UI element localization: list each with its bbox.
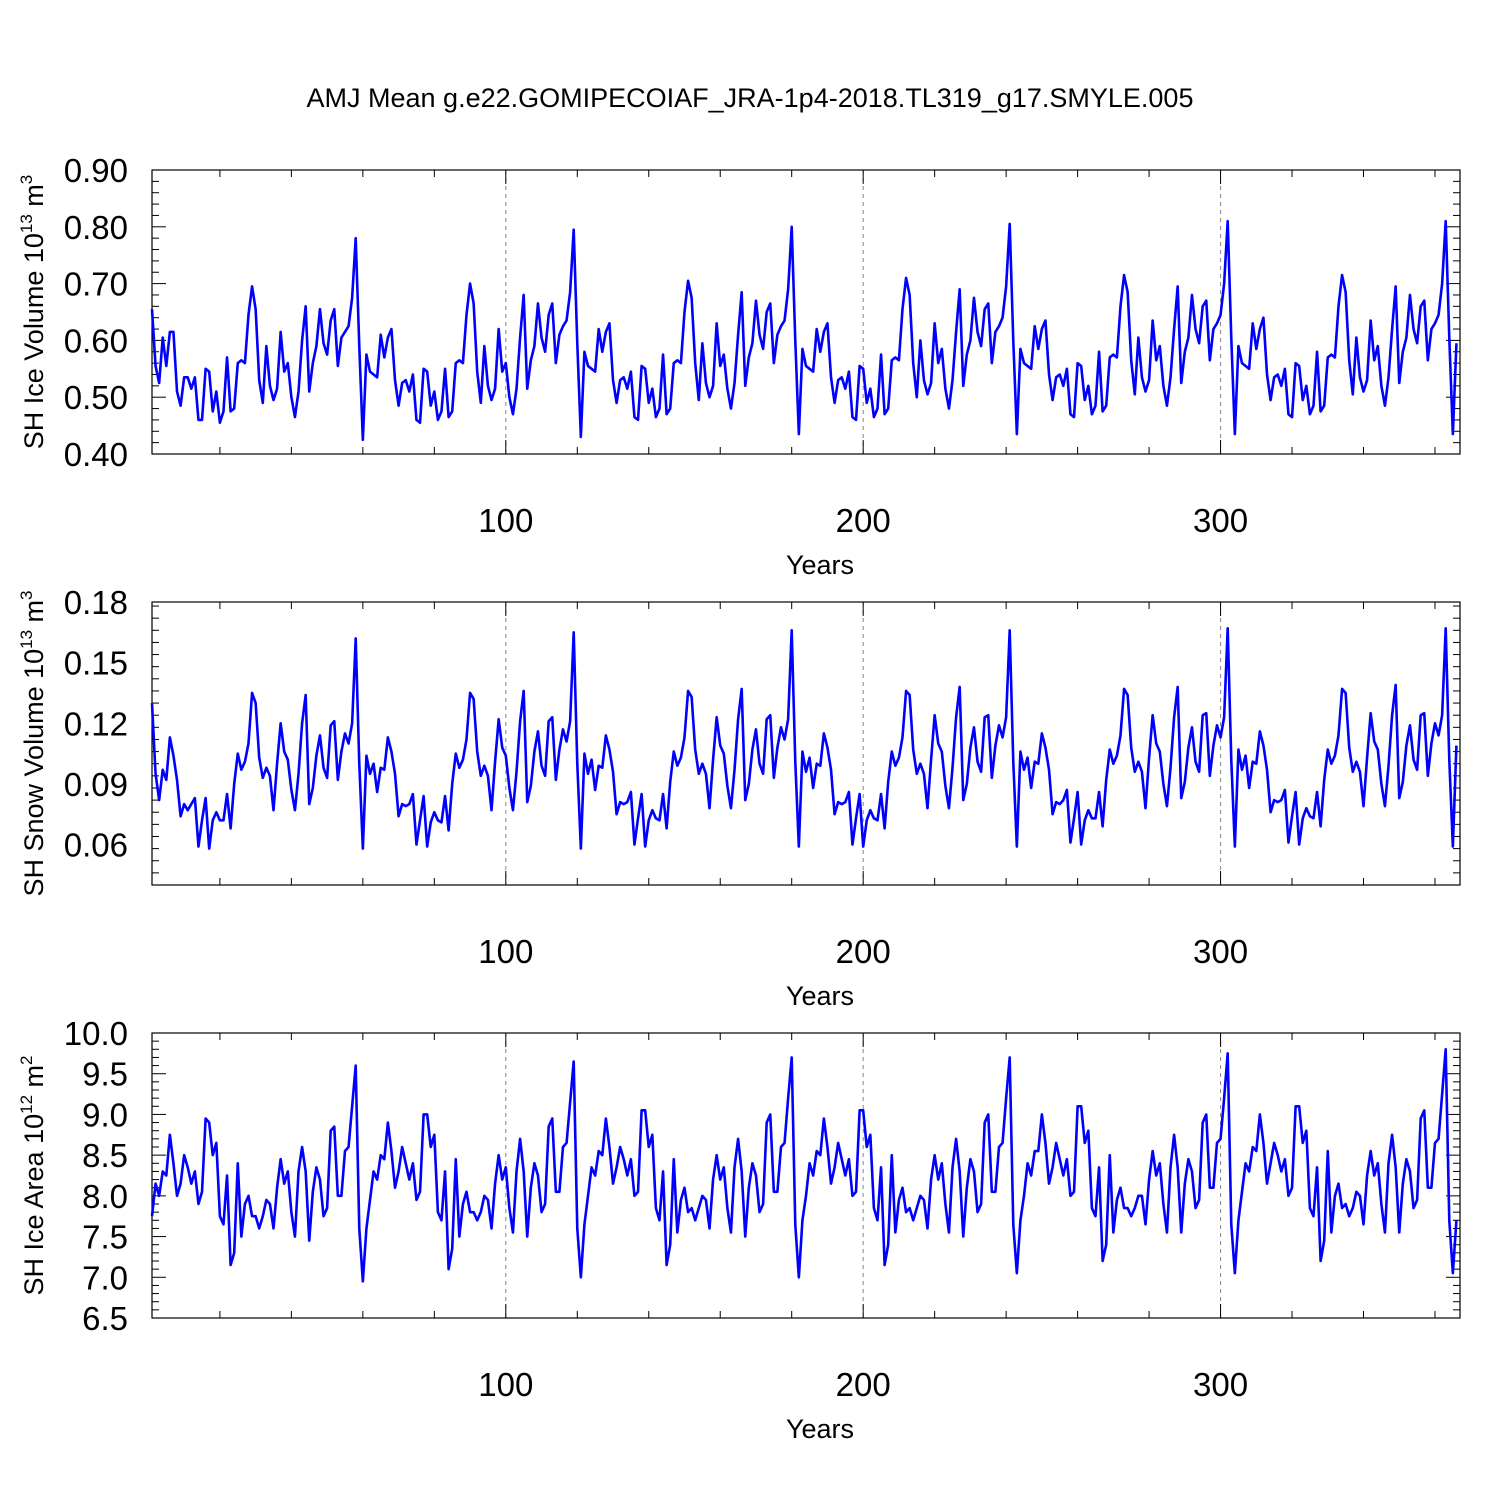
panel-1: 0.40 0.50 0.60 0.70 0.80 0.90 100 200 300 Years SH… — [17, 152, 1461, 580]
x-tick-label: 300 — [1193, 1366, 1248, 1403]
y-tick-label: 0.70 — [64, 266, 128, 303]
panel-2: 0.06 0.09 0.12 0.15 0.18 100 200 300 Years SH Sno… — [17, 584, 1461, 1011]
y-tick-label: 8.0 — [82, 1178, 128, 1215]
y-tick-label: 9.0 — [82, 1096, 128, 1133]
y-tick-label: 9.5 — [82, 1056, 128, 1093]
y-tick-label: 0.50 — [64, 379, 128, 416]
y-tick-label: 0.09 — [64, 766, 128, 803]
y-tick-label: 7.5 — [82, 1219, 128, 1256]
y-axis-label: SH Ice Volume 1013 m3 — [17, 175, 49, 450]
y-tick-label: 0.60 — [64, 322, 128, 359]
x-tick-label: 300 — [1193, 502, 1248, 539]
x-tick-label: 100 — [478, 1366, 533, 1403]
series-line — [150, 626, 1458, 850]
figure-title: AMJ Mean g.e22.GOMIPECOIAF_JRA-1p4-2018.… — [307, 83, 1194, 113]
y-tick-label: 0.40 — [64, 436, 128, 473]
x-tick-label: 100 — [478, 933, 533, 970]
x-tick-label: 300 — [1193, 933, 1248, 970]
y-tick-label: 0.90 — [64, 152, 128, 189]
x-tick-label: 200 — [836, 933, 891, 970]
panel-3: 6.5 7.07.5 8.0 8.5 9.09.5 10.0 100 200 300 Years S… — [17, 1015, 1461, 1444]
plot-frame — [151, 601, 1461, 886]
y-axis-label: SH Ice Area 1012 m2 — [17, 1056, 49, 1296]
y-tick-label: 6.5 — [82, 1300, 128, 1337]
y-tick-label: 7.0 — [82, 1259, 128, 1296]
series-line — [150, 1047, 1458, 1283]
y-tick-label: 8.5 — [82, 1137, 128, 1174]
plot-frame — [151, 1032, 1461, 1319]
x-axis-label: Years — [786, 981, 854, 1011]
y-tick-label: 0.18 — [64, 584, 128, 621]
x-tick-label: 100 — [478, 502, 533, 539]
x-tick-label: 200 — [836, 502, 891, 539]
y-tick-label: 10.0 — [64, 1015, 128, 1052]
y-tick-label: 0.80 — [64, 209, 128, 246]
series-line — [150, 219, 1458, 442]
y-tick-label: 0.12 — [64, 705, 128, 742]
y-axis-label: SH Snow Volume 1013 m3 — [17, 590, 49, 896]
y-tick-label: 0.15 — [64, 645, 128, 682]
x-axis-label: Years — [786, 550, 854, 580]
plot-frame — [151, 169, 1461, 455]
x-axis-label: Years — [786, 1414, 854, 1444]
x-tick-label: 200 — [836, 1366, 891, 1403]
y-tick-label: 0.06 — [64, 827, 128, 864]
